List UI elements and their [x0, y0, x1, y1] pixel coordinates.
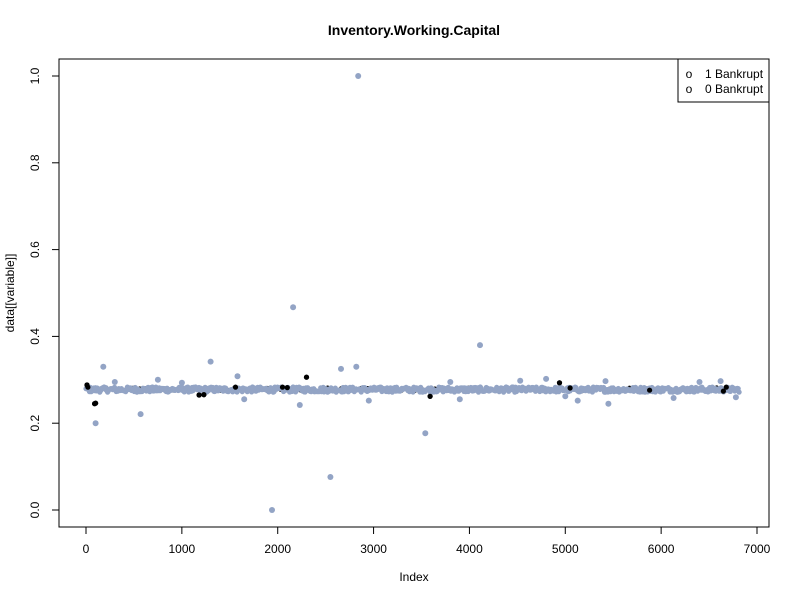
data-point [232, 384, 239, 390]
data-point [154, 376, 161, 383]
data-point [92, 420, 99, 427]
data-point [447, 379, 454, 385]
y-tick-label: 0.0 [28, 501, 42, 518]
legend-box [677, 58, 770, 103]
plot-frame [58, 58, 770, 528]
series-1-bankrupt-outliers [84, 374, 729, 407]
legend-symbol-1: o [686, 67, 693, 81]
data-point [296, 402, 303, 408]
data-point [556, 380, 563, 386]
y-tick-label: 0.6 [28, 241, 42, 258]
data-point [85, 384, 91, 390]
data-point [696, 379, 703, 385]
x-axis-label: Index [399, 570, 428, 584]
data-point [365, 397, 372, 404]
legend: o 1 Bankrupt o 0 Bankrupt [677, 58, 770, 103]
data-point [355, 73, 362, 79]
data-point [137, 411, 144, 418]
data-point [543, 375, 550, 382]
data-point [574, 397, 581, 404]
x-tick-label: 3000 [360, 542, 387, 556]
x-tick-label: 6000 [648, 542, 675, 556]
legend-symbol-2: o [686, 82, 693, 96]
data-point [602, 378, 609, 385]
data-point [427, 393, 433, 399]
x-axis: 0 1000 2000 3000 4000 5000 6000 7000 [83, 526, 771, 556]
y-tick-label: 1.0 [28, 67, 42, 84]
legend-label-2: 0 Bankrupt [705, 82, 764, 96]
series-0-bankrupt [83, 73, 742, 513]
data-point [477, 342, 483, 349]
data-point [241, 396, 248, 403]
data-point [100, 363, 107, 370]
data-point [562, 393, 569, 400]
data-point [647, 387, 653, 393]
data-point [567, 385, 573, 391]
y-axis: 0.0 0.2 0.4 0.6 0.8 1.0 [28, 67, 60, 518]
data-point [338, 365, 344, 372]
data-point [717, 378, 724, 385]
points-layer [83, 73, 742, 513]
x-tick-label: 0 [83, 542, 90, 556]
data-point [178, 379, 185, 386]
data-point [269, 507, 275, 513]
data-point [353, 363, 360, 370]
x-tick-label: 4000 [456, 542, 483, 556]
y-axis-label: data[[variable]] [3, 254, 17, 333]
data-point [279, 384, 286, 390]
data-point [720, 388, 727, 394]
y-tick-label: 0.2 [28, 415, 42, 432]
x-tick-label: 5000 [552, 542, 579, 556]
data-point [723, 384, 729, 390]
data-point [234, 373, 241, 380]
data-point [93, 400, 99, 406]
data-point [196, 392, 202, 398]
data-point [327, 474, 334, 480]
data-point [670, 395, 677, 401]
data-point [732, 394, 739, 401]
data-point [207, 358, 214, 365]
y-tick-label: 0.4 [28, 328, 42, 345]
data-point [111, 379, 118, 385]
x-tick-label: 1000 [169, 542, 196, 556]
data-point [517, 377, 524, 384]
x-tick-label: 7000 [744, 542, 771, 556]
data-point [605, 400, 612, 407]
data-point [456, 396, 463, 403]
legend-label-1: 1 Bankrupt [705, 67, 764, 81]
data-point [201, 392, 207, 398]
x-tick-label: 2000 [264, 542, 291, 556]
data-point [284, 385, 290, 391]
y-tick-label: 0.8 [28, 154, 42, 171]
data-point [303, 374, 310, 380]
data-point [422, 430, 429, 437]
chart-title: Inventory.Working.Capital [328, 22, 500, 38]
data-point [290, 304, 297, 311]
data-point [736, 389, 742, 395]
